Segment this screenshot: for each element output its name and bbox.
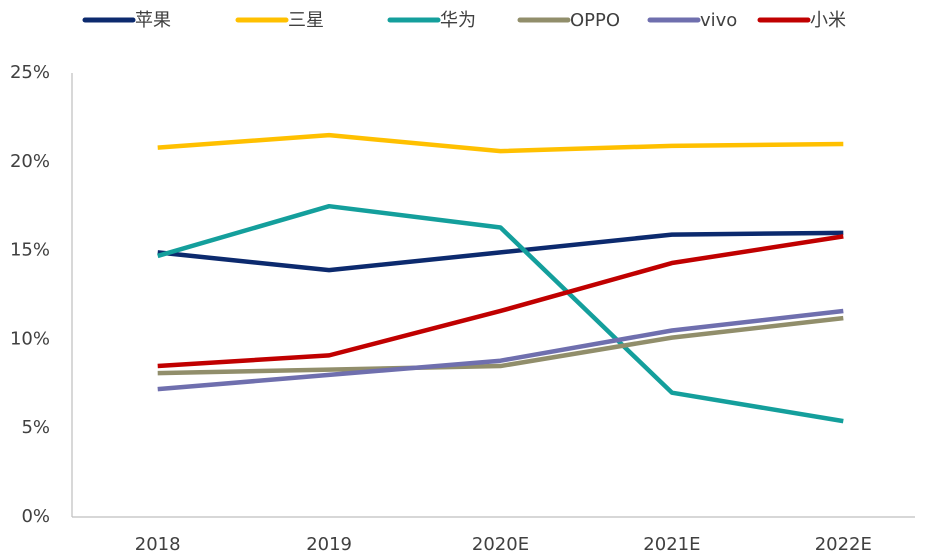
y-tick-label: 0% bbox=[21, 506, 50, 527]
series-line bbox=[157, 203, 844, 424]
legend-label: 华为 bbox=[440, 10, 476, 31]
series-line bbox=[157, 234, 844, 369]
series-line bbox=[157, 308, 844, 392]
x-tick-label: 2021E bbox=[643, 534, 700, 555]
x-tick-label: 2020E bbox=[472, 534, 529, 555]
series-line bbox=[157, 315, 844, 376]
y-tick-label: 15% bbox=[10, 240, 50, 261]
legend-label: 三星 bbox=[288, 10, 324, 31]
y-tick-label: 10% bbox=[10, 328, 50, 349]
legend-label: 苹果 bbox=[135, 10, 171, 31]
x-tick-label: 2019 bbox=[306, 534, 352, 555]
y-tick-label: 20% bbox=[10, 151, 50, 172]
legend-label: OPPO bbox=[570, 10, 620, 31]
series-line bbox=[157, 230, 844, 273]
x-tick-label: 2018 bbox=[135, 534, 181, 555]
legend-label: 小米 bbox=[810, 10, 846, 31]
y-tick-label: 5% bbox=[21, 417, 50, 438]
x-tick-label: 2022E bbox=[815, 534, 872, 555]
legend-label: vivo bbox=[700, 10, 737, 31]
series-line bbox=[157, 132, 844, 154]
y-tick-label: 25% bbox=[10, 62, 50, 83]
